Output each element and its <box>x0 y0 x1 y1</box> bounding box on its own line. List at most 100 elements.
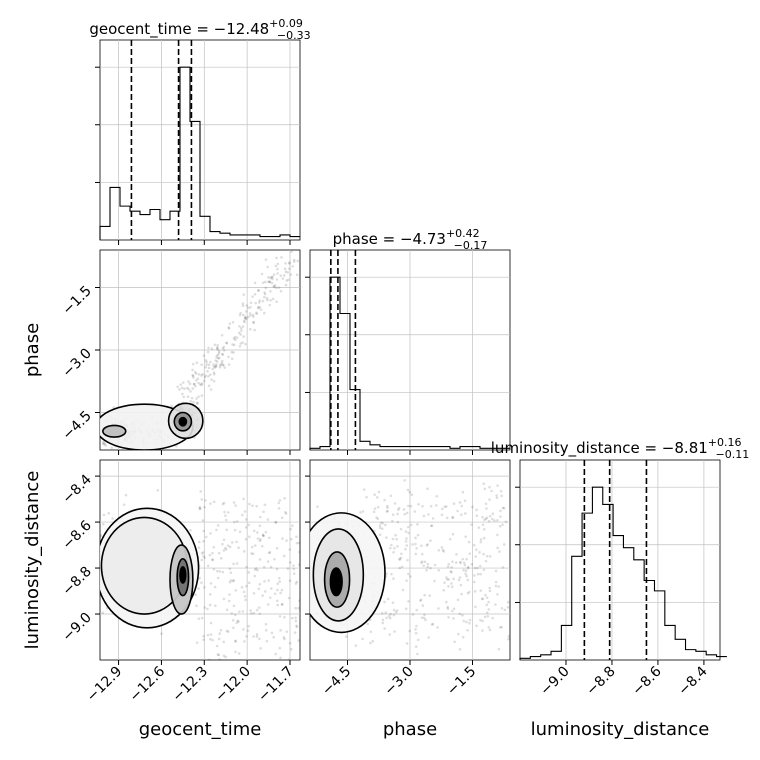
sample-point <box>256 305 260 309</box>
sample-point <box>271 297 275 301</box>
sample-point <box>458 576 462 579</box>
sample-point <box>198 383 202 386</box>
sample-point <box>404 607 408 611</box>
sample-point <box>227 327 231 330</box>
sample-point <box>101 440 105 444</box>
sample-point <box>377 490 381 494</box>
sample-point <box>209 532 212 535</box>
sample-point <box>455 553 458 556</box>
sample-point <box>288 267 291 270</box>
sample-point <box>255 567 258 570</box>
sample-point <box>256 537 260 540</box>
sample-point <box>451 609 454 613</box>
sample-point <box>460 592 463 596</box>
sample-point <box>191 374 195 378</box>
sample-point <box>491 512 495 515</box>
sample-point <box>260 544 264 548</box>
sample-point <box>269 587 273 590</box>
sample-point <box>443 505 447 508</box>
sample-point <box>287 596 291 600</box>
sample-point <box>198 507 202 510</box>
sample-point <box>424 618 427 622</box>
sample-point <box>420 544 423 548</box>
sample-point <box>483 615 487 619</box>
sample-point <box>276 588 279 592</box>
sample-point <box>415 624 418 628</box>
sample-point <box>263 580 266 583</box>
sample-point <box>226 544 230 547</box>
sample-point <box>196 377 200 380</box>
sample-point <box>228 567 232 571</box>
title-geocent-time: geocent_time = −12.48+0.09 −0.33 <box>89 17 310 42</box>
sample-point <box>395 537 398 541</box>
sample-point <box>431 517 435 520</box>
sample-point <box>122 503 126 506</box>
sample-point <box>446 605 449 609</box>
sample-point <box>361 637 364 641</box>
scatter-panel-geocent-time-phase-points <box>100 250 304 450</box>
sample-point <box>196 402 199 405</box>
sample-point <box>400 565 404 569</box>
sample-point <box>295 541 299 545</box>
sample-point <box>232 578 236 582</box>
sample-point <box>275 256 278 260</box>
sample-point <box>419 599 422 602</box>
sample-point <box>225 608 229 612</box>
sample-point <box>225 528 229 532</box>
sample-point <box>446 578 449 581</box>
hist-bar <box>210 232 220 240</box>
sample-point <box>210 347 214 351</box>
sample-point <box>447 578 451 581</box>
sample-point <box>388 546 392 550</box>
sample-point <box>198 507 202 510</box>
sample-point <box>124 493 128 497</box>
sample-point <box>209 360 212 364</box>
sample-point <box>496 519 499 522</box>
sample-point <box>451 516 455 520</box>
sample-point <box>235 562 239 565</box>
sample-point <box>256 531 259 534</box>
sample-point <box>298 563 300 567</box>
sample-point <box>284 270 288 274</box>
xlabel-geocent-time: geocent_time <box>139 719 262 740</box>
sample-point <box>244 342 247 346</box>
sample-point <box>207 366 211 370</box>
sample-point <box>209 621 213 625</box>
sample-point <box>245 635 248 638</box>
sample-point <box>452 577 455 581</box>
sample-point <box>393 630 396 633</box>
sample-point <box>242 550 246 553</box>
sample-point <box>281 603 284 606</box>
sample-point <box>375 496 379 499</box>
sample-point <box>414 536 417 540</box>
sample-point <box>431 622 435 626</box>
hist-bar <box>654 591 664 660</box>
sample-point <box>253 292 257 296</box>
sample-point <box>263 291 266 294</box>
scatter-panel-geocent-time-phase: −4.5 −3.0 −1.5 <box>59 249 304 455</box>
sample-point <box>100 534 102 537</box>
sample-point <box>195 397 198 400</box>
sample-point <box>473 574 476 577</box>
sample-point <box>495 494 498 497</box>
sample-point <box>416 652 419 656</box>
sample-point <box>502 543 506 546</box>
tick-label-y-luminosity_distance: −9.0 <box>59 610 94 645</box>
sample-point <box>458 647 462 651</box>
sample-point <box>274 521 278 524</box>
sample-point <box>298 599 300 602</box>
sample-point <box>253 544 257 547</box>
sample-point <box>301 253 304 256</box>
sample-point <box>229 571 233 575</box>
sample-point <box>483 518 486 522</box>
tick-label-x-phase: −1.5 <box>444 664 479 699</box>
sample-point <box>409 575 412 578</box>
sample-point <box>470 563 474 566</box>
sample-point <box>197 540 201 544</box>
sample-point <box>445 516 449 520</box>
sample-point <box>204 358 208 362</box>
sample-point <box>201 551 205 554</box>
sample-point <box>270 275 274 279</box>
tick-label-x-luminosity_distance: −8.6 <box>629 663 664 698</box>
sample-point <box>488 589 492 593</box>
